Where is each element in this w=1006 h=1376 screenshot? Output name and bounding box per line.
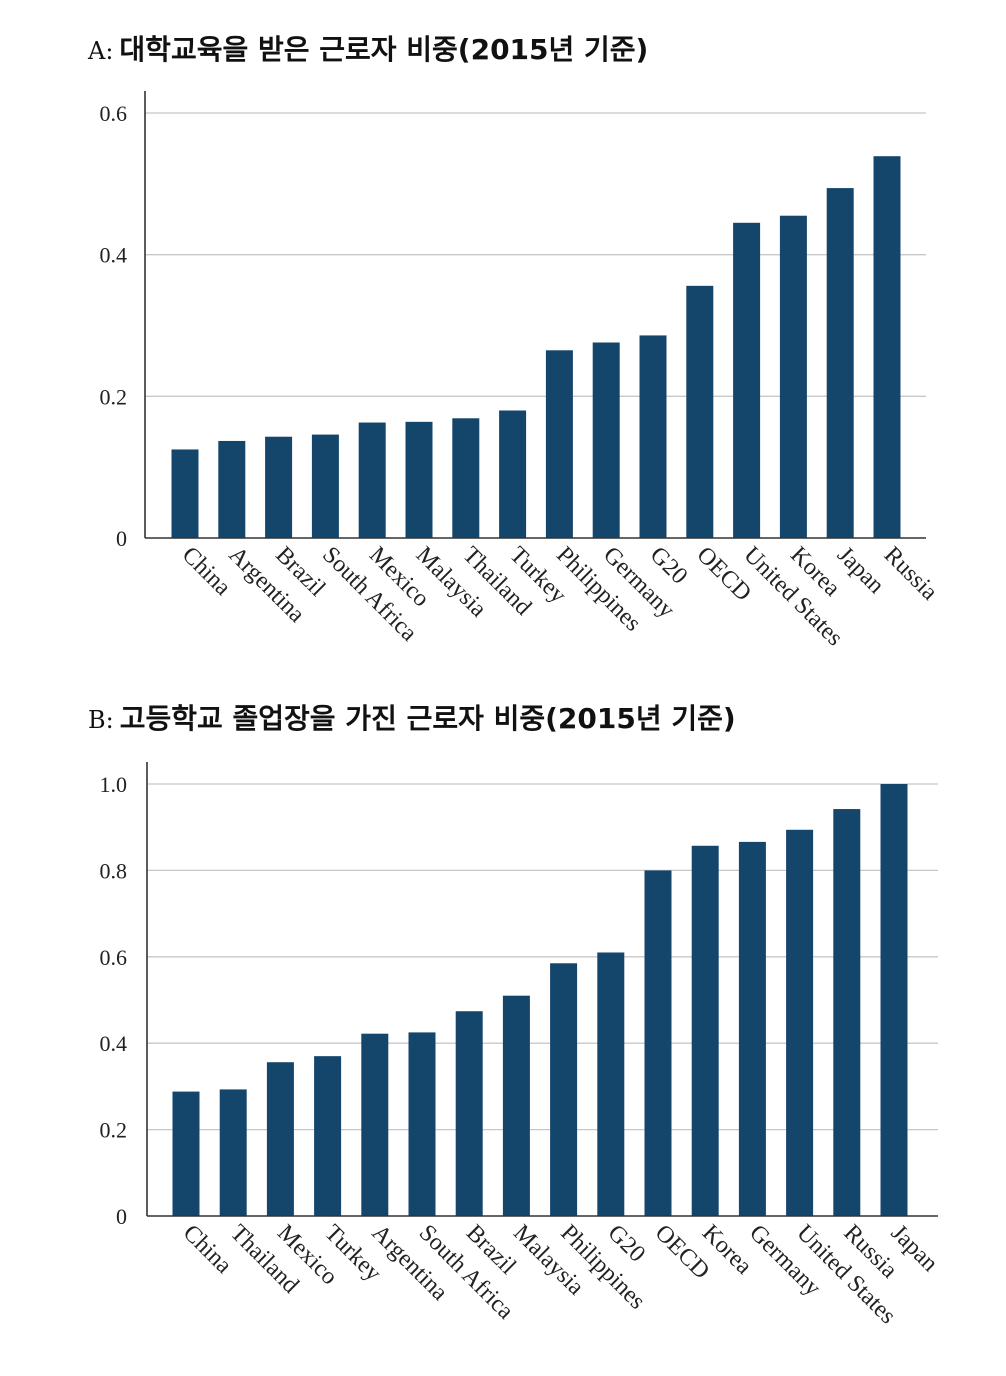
bar-korea bbox=[779, 215, 807, 539]
y-tick-label: 0.4 bbox=[100, 243, 128, 268]
bar-philippines bbox=[545, 350, 573, 538]
bar-south-africa bbox=[408, 1032, 436, 1216]
panel-b-title: B: 고등학교 졸업장을 가진 근로자 비중(2015년 기준) bbox=[88, 697, 736, 737]
bar-united-states bbox=[733, 222, 761, 538]
y-tick-label: 0.4 bbox=[100, 1031, 128, 1056]
y-tick-label: 0.2 bbox=[100, 384, 128, 409]
bar-argentina bbox=[361, 1033, 389, 1216]
panel-a-title-text: 대학교육을 받은 근로자 비중(2015년 기준) bbox=[119, 33, 649, 66]
bar-thailand bbox=[452, 418, 480, 538]
bar-thailand bbox=[219, 1089, 247, 1216]
y-tick-label: 0.8 bbox=[100, 858, 128, 883]
bar-g20 bbox=[597, 952, 625, 1216]
bar-philippines bbox=[550, 963, 578, 1216]
bar-china bbox=[171, 449, 199, 538]
bar-brazil bbox=[265, 436, 293, 538]
bar-mexico bbox=[358, 422, 386, 538]
bar-russia bbox=[873, 156, 901, 539]
bar-korea bbox=[691, 845, 719, 1216]
bar-china bbox=[172, 1091, 200, 1216]
bar-russia bbox=[833, 809, 861, 1216]
bar-germany bbox=[592, 342, 620, 538]
y-tick-label: 0 bbox=[116, 1204, 127, 1229]
bar-argentina bbox=[218, 440, 246, 538]
y-tick-label: 1.0 bbox=[100, 772, 128, 797]
bar-germany bbox=[738, 841, 766, 1216]
panel-b-title-text: 고등학교 졸업장을 가진 근로자 비중(2015년 기준) bbox=[119, 702, 736, 735]
bar-malaysia bbox=[502, 995, 530, 1216]
y-tick-label: 0.6 bbox=[100, 101, 128, 126]
bar-mexico bbox=[266, 1062, 294, 1216]
bar-japan bbox=[880, 784, 908, 1216]
panel-a-title: A: 대학교육을 받은 근로자 비중(2015년 기준) bbox=[88, 28, 648, 68]
y-tick-label: 0 bbox=[116, 526, 127, 551]
bar-g20 bbox=[639, 335, 667, 538]
y-tick-label: 0.2 bbox=[100, 1118, 128, 1143]
panel-a-prefix: A: bbox=[88, 37, 114, 65]
bar-brazil bbox=[455, 1011, 483, 1216]
y-tick-label: 0.6 bbox=[100, 945, 128, 970]
bar-south-africa bbox=[311, 434, 339, 538]
bar-oecd bbox=[686, 285, 714, 538]
bar-turkey bbox=[314, 1056, 342, 1216]
bar-japan bbox=[826, 188, 854, 539]
bar-united-states bbox=[786, 829, 814, 1216]
x-tick-label: China bbox=[178, 1220, 237, 1279]
panel-b-prefix: B: bbox=[88, 706, 114, 734]
bar-turkey bbox=[499, 410, 527, 538]
bar-malaysia bbox=[405, 421, 433, 538]
bar-oecd bbox=[644, 870, 672, 1216]
